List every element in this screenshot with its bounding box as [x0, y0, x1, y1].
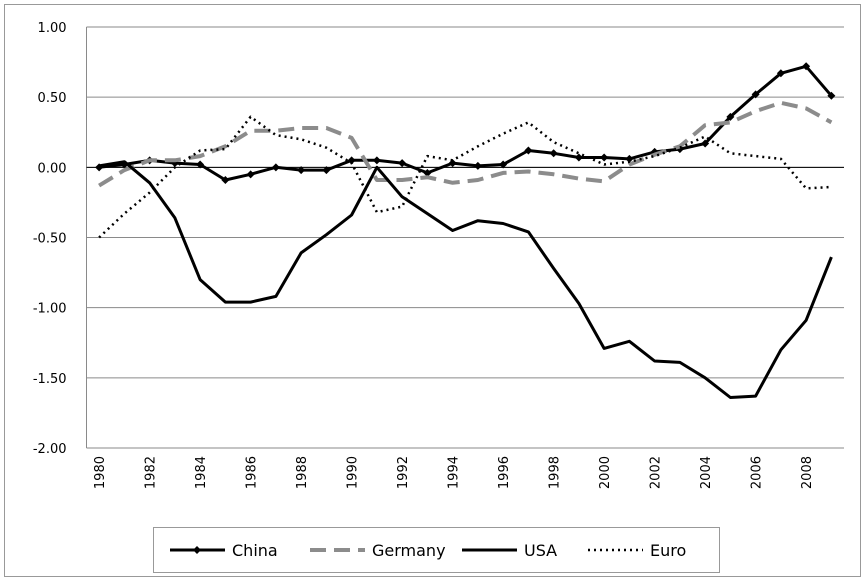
x-tick-label: 2006 [750, 456, 765, 489]
data-point [499, 160, 508, 169]
data-point [246, 170, 255, 179]
legend-label: USA [524, 541, 557, 560]
data-point [423, 168, 432, 177]
x-tick-label: 2004 [699, 456, 714, 489]
series-line [98, 100, 833, 188]
y-tick-label: -1.00 [33, 302, 67, 317]
data-point [625, 154, 634, 163]
data-point [802, 62, 811, 71]
x-tick-label: 1980 [93, 456, 108, 489]
data-point [827, 91, 836, 100]
x-tick-label: 1996 [497, 456, 512, 489]
legend-label: China [232, 541, 278, 560]
data-point [751, 90, 760, 99]
x-tick-label: 1994 [447, 456, 462, 489]
x-tick-label: 2002 [649, 456, 664, 489]
data-point [701, 139, 710, 148]
data-point [322, 166, 331, 175]
data-point [398, 159, 407, 168]
data-point [221, 175, 230, 184]
data-point [271, 163, 280, 172]
y-tick-label: 1.00 [38, 21, 67, 36]
data-point [372, 156, 381, 165]
data-point [776, 69, 785, 78]
data-point [524, 146, 533, 155]
y-tick-label: 0.00 [38, 161, 67, 176]
legend-label: Germany [372, 541, 446, 560]
series-line [98, 160, 833, 399]
x-tick-label: 2008 [800, 456, 815, 489]
y-tick-label: -1.50 [33, 372, 67, 387]
y-tick-label: 0.50 [38, 91, 67, 106]
series-line [98, 64, 833, 182]
data-point [600, 153, 609, 162]
x-tick-label: 1982 [144, 456, 159, 489]
chart-frame [4, 4, 861, 577]
legend-label: Euro [650, 541, 686, 560]
data-point [574, 153, 583, 162]
data-point [297, 166, 306, 175]
data-point [347, 156, 356, 165]
data-point [196, 160, 205, 169]
x-tick-label: 1986 [245, 456, 260, 489]
x-tick-label: 1990 [346, 456, 361, 489]
data-point [549, 149, 558, 158]
legend-marker [193, 546, 201, 554]
data-point [473, 161, 482, 170]
x-tick-label: 1988 [295, 456, 310, 489]
x-tick-label: 2000 [598, 456, 613, 489]
y-tick-label: -0.50 [33, 232, 67, 247]
data-point [726, 112, 735, 121]
x-tick-label: 1992 [396, 456, 411, 489]
x-tick-label: 1998 [548, 456, 563, 489]
x-tick-label: 1984 [194, 456, 209, 489]
y-tick-label: -2.00 [33, 442, 67, 457]
